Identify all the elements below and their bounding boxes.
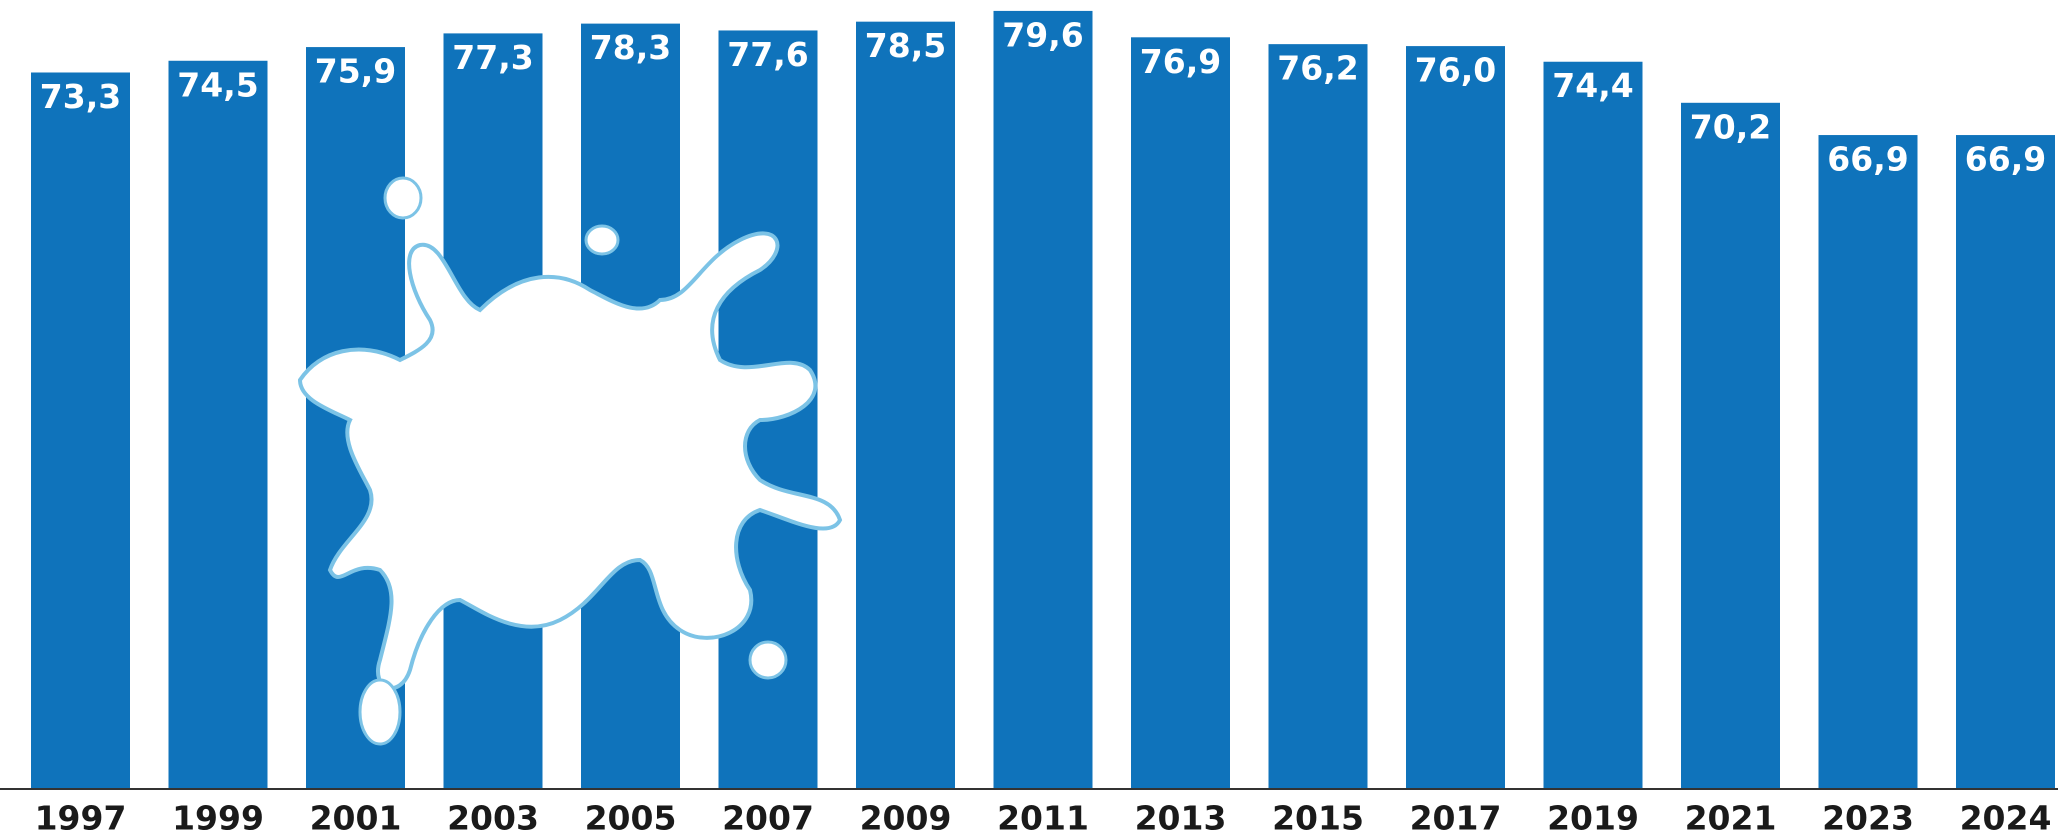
x-tick-label: 2013 — [1135, 799, 1227, 837]
value-label: 66,9 — [1965, 140, 2046, 179]
x-tick-label: 2009 — [860, 799, 952, 837]
value-label: 78,3 — [590, 28, 671, 67]
value-label: 79,6 — [1002, 15, 1083, 54]
x-tick-label: 2023 — [1822, 799, 1914, 837]
splash-decoration — [297, 176, 843, 746]
value-label: 78,5 — [865, 26, 946, 65]
bar — [1543, 61, 1643, 790]
x-tick-label: 2021 — [1685, 799, 1777, 837]
value-label: 76,0 — [1415, 51, 1496, 90]
value-label: 70,2 — [1690, 107, 1771, 146]
value-label: 66,9 — [1827, 140, 1908, 179]
bar — [1131, 37, 1230, 790]
splash-drop — [383, 176, 423, 220]
value-label: 76,9 — [1140, 42, 1221, 81]
x-tick-label: 2003 — [447, 799, 539, 837]
x-tick-label: 1997 — [35, 799, 127, 837]
x-tick-label: 2011 — [997, 799, 1089, 837]
x-tick-label: 1999 — [172, 799, 264, 837]
x-tick-label: 2024 — [1960, 799, 2052, 837]
splash-drop — [748, 640, 788, 680]
bar — [1681, 102, 1780, 790]
bar — [856, 21, 955, 790]
value-label: 74,5 — [177, 65, 258, 104]
bar — [1956, 135, 2055, 790]
x-tick-label: 2007 — [722, 799, 814, 837]
x-tick-label: 2001 — [310, 799, 402, 837]
splash-drop — [358, 678, 402, 746]
bar — [168, 60, 268, 789]
bar — [1268, 44, 1368, 789]
splash-drop — [584, 224, 620, 256]
splash-blob — [297, 231, 843, 691]
x-tick-label: 2005 — [585, 799, 677, 837]
bar — [31, 72, 130, 790]
bar — [993, 10, 1093, 790]
value-label: 73,3 — [40, 77, 121, 116]
value-label: 76,2 — [1277, 49, 1358, 88]
value-label: 75,9 — [315, 52, 396, 91]
bar — [1818, 135, 1918, 790]
x-tick-label: 2015 — [1272, 799, 1364, 837]
bar — [1406, 46, 1505, 790]
x-tick-label: 2019 — [1547, 799, 1639, 837]
value-label: 77,6 — [727, 35, 808, 74]
value-label: 77,3 — [452, 38, 533, 77]
x-tick-label: 2017 — [1410, 799, 1502, 837]
value-label: 74,4 — [1552, 66, 1633, 105]
